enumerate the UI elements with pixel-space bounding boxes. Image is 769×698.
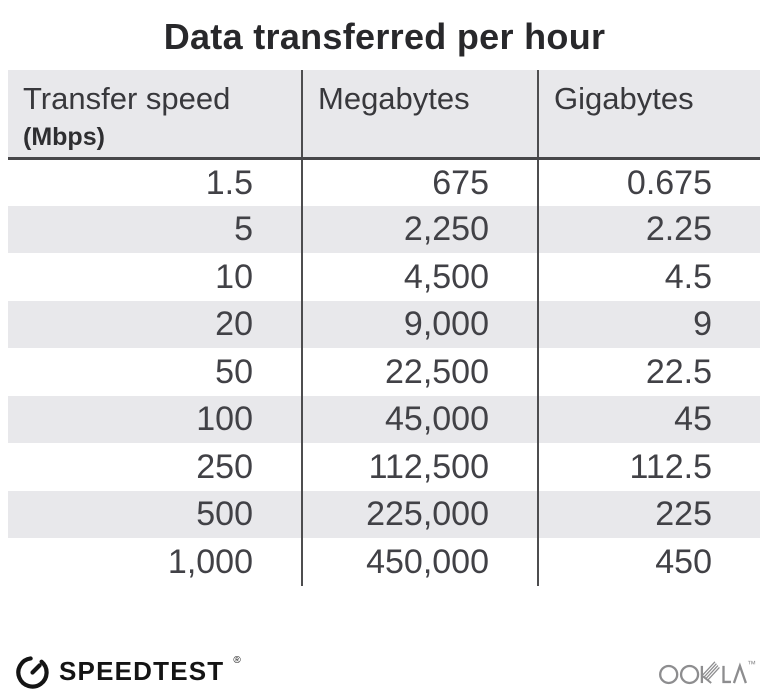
cell-speed: 250 [196, 447, 253, 486]
registered-trademark-icon: ® [233, 654, 241, 666]
speedtest-gauge-icon [14, 653, 51, 690]
cell-gigabytes: 225 [537, 490, 760, 538]
cell-speed: 500 [8, 490, 302, 538]
header-row: Transfer speed (Mbps) Megabytes Gigabyte… [8, 70, 760, 160]
table-row: 100 45,000 45 [8, 395, 760, 443]
cell-megabytes: 675 [301, 158, 538, 206]
cell-gigabytes: 112.5 [537, 443, 760, 491]
column-header-gigabytes: Gigabytes [537, 70, 760, 160]
cell-speed: 20 [8, 300, 302, 348]
cell-speed: 100 [8, 395, 302, 443]
page-title: Data transferred per hour [163, 16, 606, 57]
column-header-unit: (Mbps) [23, 123, 105, 151]
speedtest-wordmark: SPEEDTEST [59, 655, 225, 686]
column-header-label: Transfer speed [23, 81, 231, 116]
trademark-icon: ™ [747, 658, 756, 669]
column-header-megabytes: Megabytes [301, 70, 538, 160]
table-row: 250 112,500 112.5 [8, 443, 760, 491]
table-row: 10 4,500 4.5 [8, 253, 760, 301]
table-row: 5 2,250 2.25 [8, 205, 760, 253]
cell-gigabytes: 450 [537, 538, 760, 586]
cell-megabytes: 2,250 [301, 205, 538, 253]
cell-megabytes: 450,000 [301, 538, 538, 586]
cell-speed: 1.5 [205, 163, 253, 202]
footer: SPEEDTEST ® [14, 652, 756, 690]
cell-speed: 10 [215, 257, 253, 296]
cell-megabytes: 9,000 [301, 300, 538, 348]
table-row: 1.5 675 0.675 [8, 158, 760, 206]
cell-gigabytes: 45 [537, 395, 760, 443]
table-row: 500 225,000 225 [8, 490, 760, 538]
cell-gigabytes: 0.675 [537, 158, 760, 206]
table-row: 50 22,500 22.5 [8, 348, 760, 396]
cell-gigabytes: 2.25 [537, 205, 760, 253]
cell-speed: 5 [8, 205, 302, 253]
data-table: Transfer speed (Mbps) Megabytes Gigabyte… [8, 70, 760, 586]
cell-gigabytes: 4.5 [537, 253, 760, 301]
speedtest-logo: SPEEDTEST ® [14, 653, 241, 690]
cell-megabytes: 22,500 [301, 348, 538, 396]
cell-megabytes: 4,500 [301, 253, 538, 301]
ookla-logo: ™ [659, 658, 756, 685]
ookla-wordmark [659, 658, 747, 685]
cell-speed: 1,000 [167, 542, 253, 581]
cell-gigabytes: 9 [537, 300, 760, 348]
cell-speed: 50 [215, 352, 253, 391]
cell-gigabytes: 22.5 [537, 348, 760, 396]
cell-megabytes: 112,500 [301, 443, 538, 491]
cell-megabytes: 45,000 [301, 395, 538, 443]
cell-megabytes: 225,000 [301, 490, 538, 538]
table-row: 1,000 450,000 450 [8, 538, 760, 586]
column-header-transfer-speed: Transfer speed (Mbps) [8, 70, 302, 160]
table-row: 20 9,000 9 [8, 300, 760, 348]
